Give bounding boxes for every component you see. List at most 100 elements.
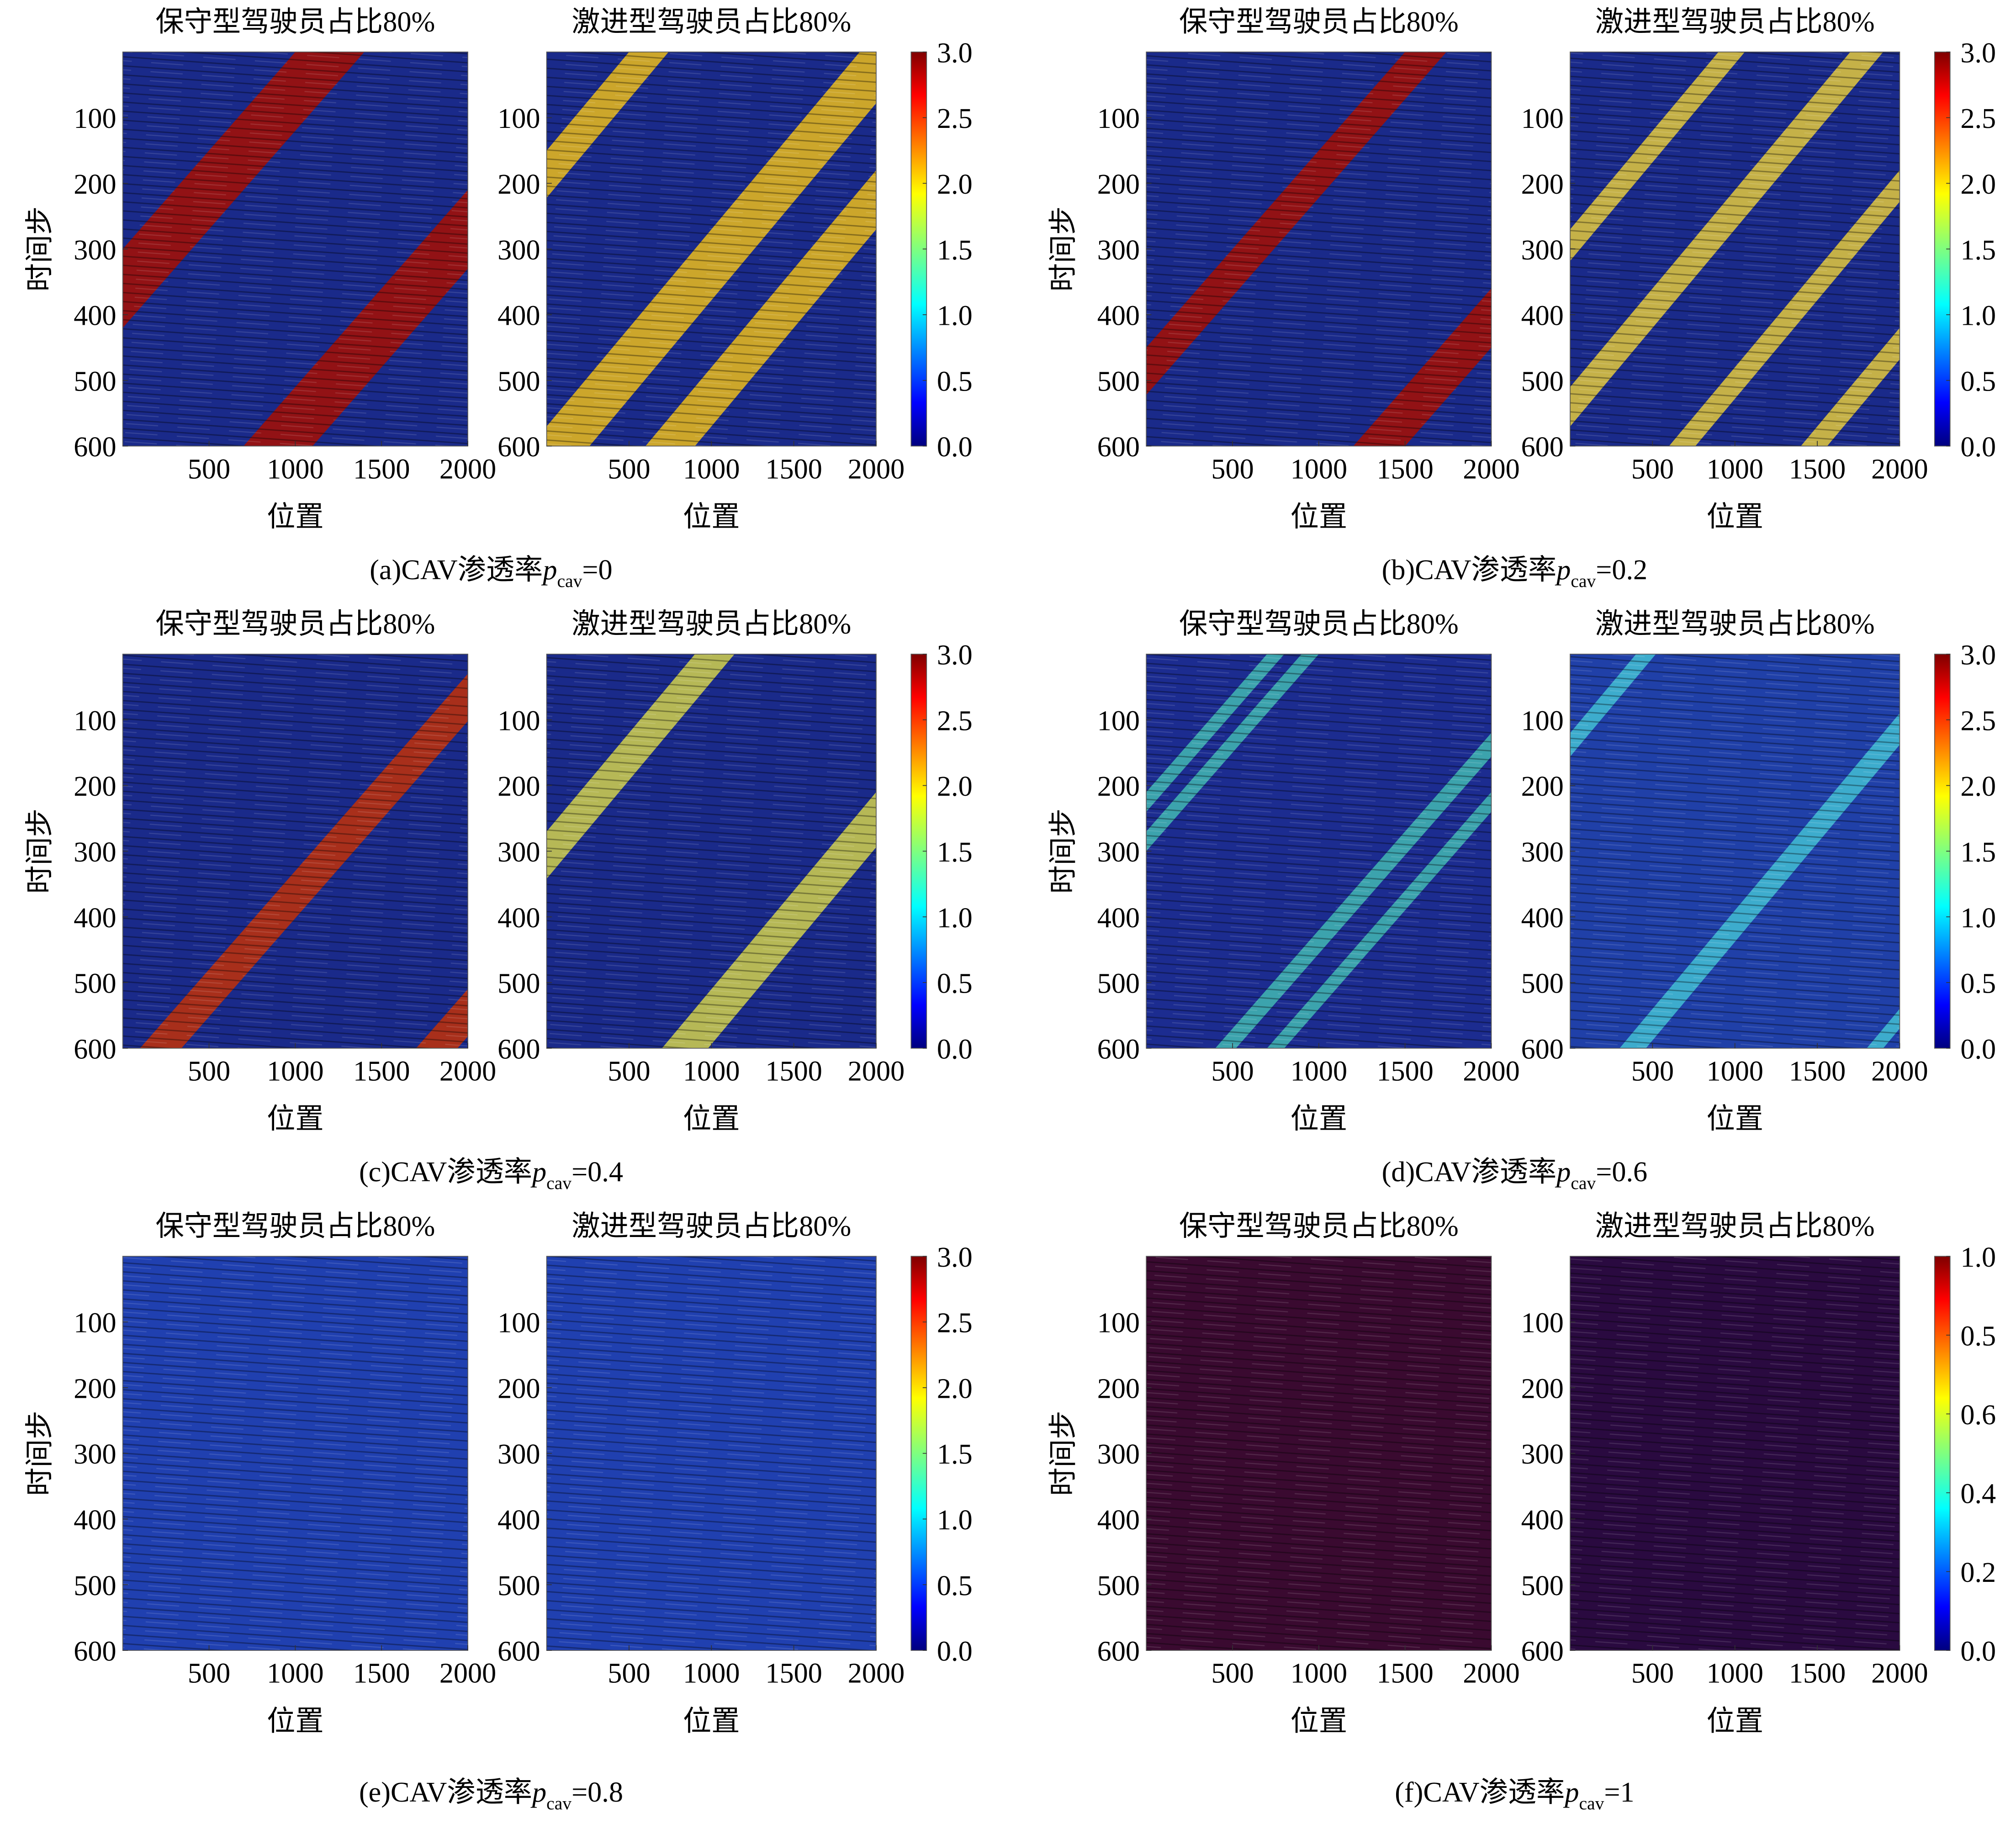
colorbar-tick-label: 0.0 [1960, 1636, 1996, 1667]
y-tick-label: 200 [74, 169, 116, 200]
subplot-title: 激进型驾驶员占比80% [1595, 6, 1875, 37]
y-tick-label: 500 [1521, 366, 1564, 397]
y-tick-label: 200 [1521, 771, 1564, 802]
colorbar-tick-label: 0.5 [937, 968, 973, 999]
y-tick-label: 100 [1097, 1308, 1140, 1339]
x-tick-label: 1000 [267, 1056, 323, 1087]
heatmap-texture [546, 654, 876, 1048]
y-tick-label: 300 [1097, 235, 1140, 266]
x-tick-label: 500 [1211, 1056, 1254, 1087]
x-tick-label: 2000 [1871, 1658, 1928, 1689]
x-axis-label: 位置 [683, 1706, 740, 1737]
heatmap-texture [1146, 52, 1492, 446]
x-tick-label: 1500 [1376, 454, 1433, 485]
heatmap [1146, 1256, 1492, 1651]
heatmap [122, 52, 468, 446]
y-tick-label: 100 [1097, 103, 1140, 134]
x-tick-label: 1000 [1707, 454, 1763, 485]
y-tick-label: 100 [1097, 705, 1140, 736]
y-tick-label: 500 [1097, 1570, 1140, 1602]
x-tick-label: 500 [1631, 1658, 1674, 1689]
heatmap-texture [546, 52, 876, 446]
x-tick-label: 1500 [1789, 1658, 1846, 1689]
y-tick-label: 400 [1097, 301, 1140, 332]
heatmap-texture [1146, 1256, 1492, 1651]
caption-text: (b)CAV渗透率 [1382, 555, 1557, 586]
y-axis-label: 时间步 [24, 1411, 55, 1496]
y-tick-label: 100 [1521, 1308, 1564, 1339]
heatmap [1146, 52, 1492, 446]
colorbar-tick-label: 0.0 [1960, 432, 1996, 463]
x-axis-label: 位置 [1291, 1706, 1347, 1737]
y-tick-label: 100 [1521, 103, 1564, 134]
subplot-title: 保守型驾驶员占比80% [155, 609, 435, 640]
caption: (a)CAV渗透率pcav=0 [370, 555, 612, 591]
y-axis-label: 时间步 [1048, 1411, 1079, 1496]
x-tick-label: 500 [608, 454, 650, 485]
x-axis-label: 位置 [683, 1104, 740, 1135]
x-tick-label: 2000 [1463, 1658, 1519, 1689]
y-axis-label: 时间步 [1048, 206, 1079, 292]
x-tick-label: 500 [188, 1056, 230, 1087]
colorbar-tick-label: 1.0 [1960, 903, 1996, 934]
y-tick-label: 500 [497, 366, 540, 397]
y-tick-label: 300 [74, 235, 116, 266]
heatmap-texture [1570, 52, 1900, 446]
caption-text: (c)CAV渗透率 [359, 1157, 532, 1188]
x-tick-label: 500 [1211, 454, 1254, 485]
caption-subscript: cav [1571, 571, 1596, 591]
y-tick-label: 500 [74, 968, 116, 999]
y-tick-label: 500 [1097, 366, 1140, 397]
subplot-title: 保守型驾驶员占比80% [1179, 6, 1459, 37]
y-tick-label: 100 [74, 1308, 116, 1339]
x-tick-label: 1500 [353, 1056, 410, 1087]
x-tick-label: 2000 [1871, 454, 1928, 485]
y-tick-label: 300 [497, 1439, 540, 1470]
y-tick-label: 100 [497, 103, 540, 134]
caption-text: (f)CAV渗透率 [1395, 1777, 1565, 1808]
subplot-title: 激进型驾驶员占比80% [571, 609, 851, 640]
heatmap-texture [546, 1256, 876, 1651]
y-tick-label: 600 [1521, 432, 1564, 463]
x-axis-label: 位置 [683, 502, 740, 533]
colorbar-tick-label: 1.5 [1960, 837, 1996, 868]
y-tick-label: 200 [497, 169, 540, 200]
y-tick-label: 400 [497, 301, 540, 332]
y-tick-label: 600 [497, 1034, 540, 1065]
y-tick-label: 600 [74, 1034, 116, 1065]
subplot-title: 激进型驾驶员占比80% [1595, 609, 1875, 640]
y-tick-label: 600 [1097, 1034, 1140, 1065]
y-tick-label: 200 [497, 1373, 540, 1404]
colorbar-tick-label: 1.5 [937, 837, 973, 868]
y-tick-label: 300 [497, 235, 540, 266]
panel: 保守型驾驶员占比80% 500 1000 1500 2000 100 200 300 400 50… [1048, 609, 1996, 1193]
caption-value: =0.2 [1596, 555, 1647, 586]
caption-value: =0.6 [1596, 1157, 1647, 1188]
heatmap [546, 654, 876, 1048]
colorbar-tick-label: 0.5 [937, 366, 973, 397]
heatmap-texture [1146, 654, 1492, 1048]
heatmap-texture [122, 1256, 468, 1651]
colorbar-tick-label: 0.5 [1960, 968, 1996, 999]
colorbar-tick-label: 2.0 [1960, 169, 1996, 200]
colorbar-tick-label: 0.0 [937, 1636, 973, 1667]
y-tick-label: 400 [74, 1505, 116, 1536]
x-tick-label: 2000 [1463, 454, 1519, 485]
y-tick-label: 100 [497, 705, 540, 736]
heatmap [122, 654, 468, 1048]
caption-value: =0.8 [571, 1777, 623, 1808]
caption-subscript: cav [1579, 1793, 1604, 1813]
colorbar-tick-label: 2.5 [937, 1308, 973, 1339]
colorbar-tick-label: 1.0 [937, 1505, 973, 1536]
colorbar-tick-label: 1.5 [937, 235, 973, 266]
subplot-title: 激进型驾驶员占比80% [571, 1211, 851, 1242]
heatmap [1146, 654, 1492, 1048]
x-tick-label: 2000 [439, 1658, 496, 1689]
y-tick-label: 600 [1097, 432, 1140, 463]
caption: (d)CAV渗透率pcav=0.6 [1382, 1157, 1647, 1193]
y-tick-label: 400 [1521, 1505, 1564, 1536]
caption-symbol: p [530, 1157, 546, 1188]
panel: 保守型驾驶员占比80% 500 1000 1500 2000 100 200 300 400 50… [1048, 6, 1996, 591]
subplot-title: 激进型驾驶员占比80% [1595, 1211, 1875, 1242]
